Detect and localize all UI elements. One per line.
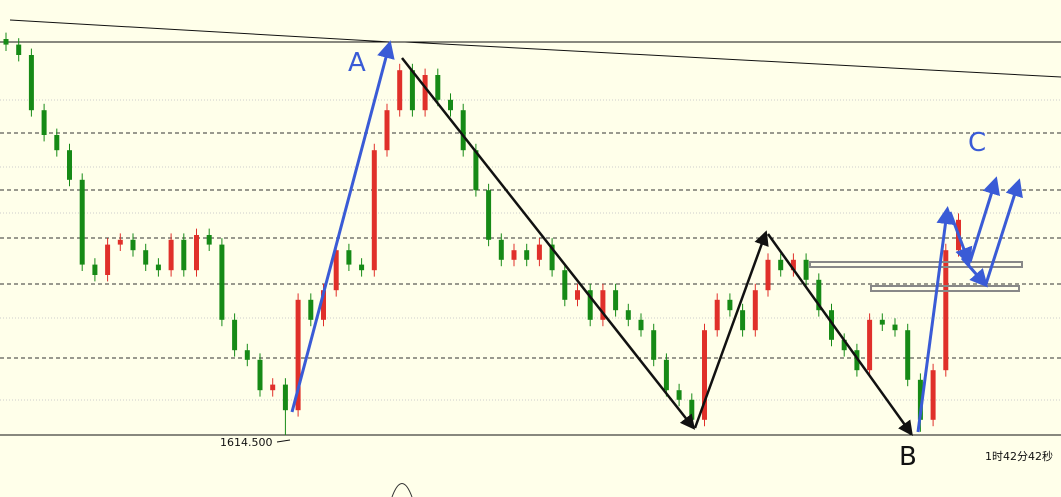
candle-body bbox=[270, 384, 276, 391]
candle-body bbox=[752, 290, 758, 331]
candle-body bbox=[308, 299, 314, 320]
candle-body bbox=[524, 250, 530, 260]
candle-body bbox=[371, 150, 377, 271]
candle-body bbox=[663, 359, 669, 391]
footer bbox=[0, 465, 1061, 497]
candle-body bbox=[689, 399, 695, 420]
candle-body bbox=[206, 235, 212, 245]
candle-body bbox=[435, 75, 441, 100]
candle-body bbox=[155, 264, 161, 271]
countdown: 1时42分42秒 bbox=[985, 449, 1053, 463]
candle-body bbox=[67, 150, 72, 180]
candle-body bbox=[397, 70, 403, 111]
candle-body bbox=[879, 319, 885, 325]
candle-body bbox=[473, 150, 479, 191]
candle-body bbox=[359, 264, 365, 271]
candle-body bbox=[511, 250, 517, 260]
candle-body bbox=[486, 190, 492, 240]
candle-body bbox=[3, 39, 9, 45]
candle-body bbox=[346, 250, 352, 265]
candle-body bbox=[854, 350, 860, 371]
candle-body bbox=[905, 330, 911, 380]
candle-body bbox=[765, 259, 771, 291]
candle-body bbox=[143, 250, 149, 265]
candle-body bbox=[536, 244, 542, 260]
candle-body bbox=[130, 239, 136, 251]
candle-body bbox=[676, 390, 682, 400]
candle-body bbox=[41, 110, 47, 135]
candle-body bbox=[257, 359, 263, 391]
candle-body bbox=[448, 99, 453, 111]
candle-body bbox=[295, 299, 301, 411]
candles bbox=[3, 32, 961, 435]
candle-body bbox=[702, 330, 707, 420]
candle-body bbox=[892, 324, 898, 331]
candle-body bbox=[16, 44, 22, 55]
candle-body bbox=[714, 299, 720, 331]
candle-body bbox=[244, 350, 250, 360]
candle-body bbox=[803, 259, 809, 280]
candle-body bbox=[625, 310, 631, 320]
candle-body bbox=[549, 244, 555, 271]
candle-body bbox=[28, 55, 34, 111]
candle-body bbox=[917, 379, 923, 420]
candle-body bbox=[168, 239, 174, 271]
candle-body bbox=[409, 70, 415, 111]
candle-body bbox=[117, 239, 123, 245]
candle-body bbox=[727, 299, 733, 311]
candle-body bbox=[333, 250, 339, 291]
candle-body bbox=[219, 244, 225, 320]
candle-body bbox=[638, 319, 644, 331]
candle-body bbox=[778, 259, 784, 271]
level-lines bbox=[0, 19, 1061, 436]
wave-label: B bbox=[899, 442, 917, 472]
candle-body bbox=[816, 279, 822, 311]
wave-label: A bbox=[348, 48, 366, 78]
price-label: 1614.500 bbox=[220, 436, 273, 449]
candle-body bbox=[613, 290, 619, 311]
candle-body bbox=[105, 244, 111, 275]
candle-body bbox=[943, 250, 949, 371]
candle-body bbox=[867, 319, 873, 371]
wave-label: C bbox=[968, 128, 986, 158]
candle-body bbox=[930, 370, 936, 420]
candle-body bbox=[92, 264, 98, 275]
candle-body bbox=[740, 310, 746, 331]
candle-body bbox=[575, 290, 580, 300]
wave-lines bbox=[290, 40, 1023, 437]
candle-body bbox=[460, 110, 466, 151]
candle-body bbox=[232, 319, 238, 351]
candle-body bbox=[282, 384, 288, 411]
zones bbox=[809, 261, 1023, 292]
price-pointer bbox=[276, 439, 291, 443]
candle-body bbox=[422, 75, 428, 111]
candle-body bbox=[790, 259, 796, 271]
candle-body bbox=[841, 339, 847, 351]
candle-body bbox=[651, 330, 657, 360]
plot-area bbox=[0, 0, 1061, 465]
candle-body bbox=[562, 270, 568, 300]
candle-body bbox=[79, 179, 85, 265]
candle-body bbox=[181, 239, 187, 271]
scroll-handle bbox=[391, 483, 413, 497]
candle-body bbox=[321, 290, 326, 320]
candle-body bbox=[194, 235, 199, 271]
candle-body bbox=[587, 290, 593, 320]
candle-body bbox=[498, 239, 504, 260]
candle-body bbox=[829, 310, 834, 340]
candle-body bbox=[600, 290, 606, 320]
candle-body bbox=[54, 135, 60, 151]
candle-body bbox=[384, 110, 390, 151]
